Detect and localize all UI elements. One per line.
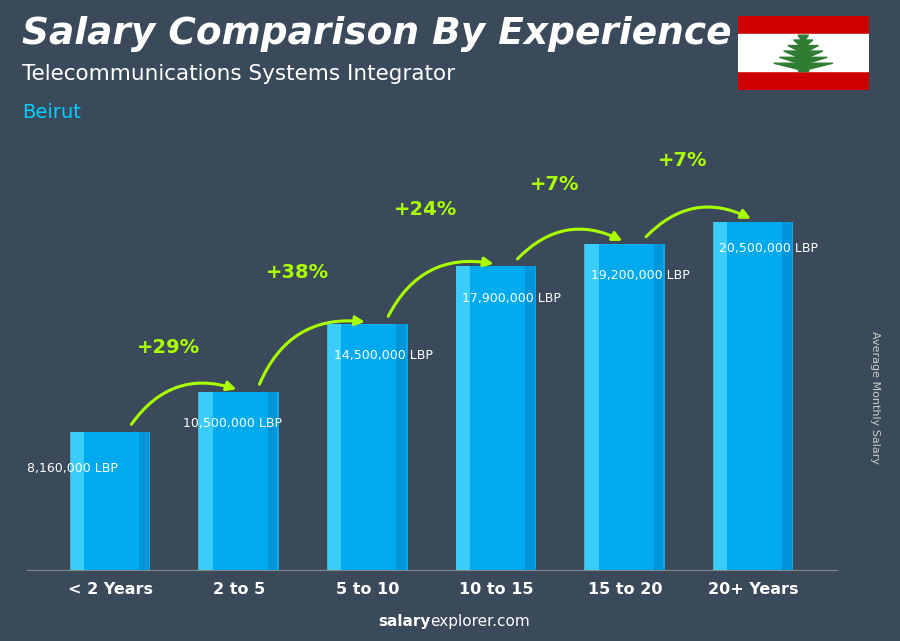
Polygon shape	[779, 57, 827, 65]
Bar	[199, 392, 212, 570]
Bar	[714, 222, 793, 570]
Bar	[328, 324, 408, 570]
Polygon shape	[788, 46, 818, 54]
Text: Salary Comparison By Experience: Salary Comparison By Experience	[22, 16, 732, 52]
Bar	[456, 266, 536, 570]
Polygon shape	[784, 51, 823, 60]
Bar	[798, 63, 808, 71]
Bar	[70, 431, 85, 570]
Text: explorer.com: explorer.com	[430, 615, 530, 629]
Text: 17,900,000 LBP: 17,900,000 LBP	[463, 292, 562, 304]
Bar	[653, 244, 663, 570]
Bar	[327, 324, 341, 570]
Text: 10,500,000 LBP: 10,500,000 LBP	[184, 417, 283, 430]
Text: 19,200,000 LBP: 19,200,000 LBP	[591, 269, 689, 283]
Text: +24%: +24%	[394, 199, 457, 219]
Bar	[140, 431, 148, 570]
Text: +7%: +7%	[529, 175, 579, 194]
Text: +38%: +38%	[266, 263, 328, 282]
Bar	[738, 16, 868, 35]
Bar	[713, 222, 727, 570]
Bar	[268, 392, 277, 570]
Text: 14,500,000 LBP: 14,500,000 LBP	[334, 349, 433, 362]
Bar	[71, 431, 150, 570]
Polygon shape	[774, 63, 832, 71]
Text: +7%: +7%	[658, 151, 707, 170]
Bar	[584, 244, 598, 570]
Text: salary: salary	[378, 615, 430, 629]
Text: Telecommunications Systems Integrator: Telecommunications Systems Integrator	[22, 64, 455, 84]
Text: +29%: +29%	[137, 338, 200, 357]
Polygon shape	[798, 35, 808, 42]
Bar	[525, 266, 535, 570]
Text: Beirut: Beirut	[22, 103, 81, 122]
Polygon shape	[794, 40, 813, 49]
Bar	[738, 35, 868, 71]
Text: 8,160,000 LBP: 8,160,000 LBP	[27, 462, 117, 475]
Bar	[396, 324, 406, 570]
Bar	[199, 392, 279, 570]
Bar	[455, 266, 470, 570]
Bar	[585, 244, 665, 570]
Bar	[782, 222, 792, 570]
Text: 20,500,000 LBP: 20,500,000 LBP	[719, 242, 818, 255]
Text: Average Monthly Salary: Average Monthly Salary	[869, 331, 880, 464]
Bar	[738, 71, 868, 90]
